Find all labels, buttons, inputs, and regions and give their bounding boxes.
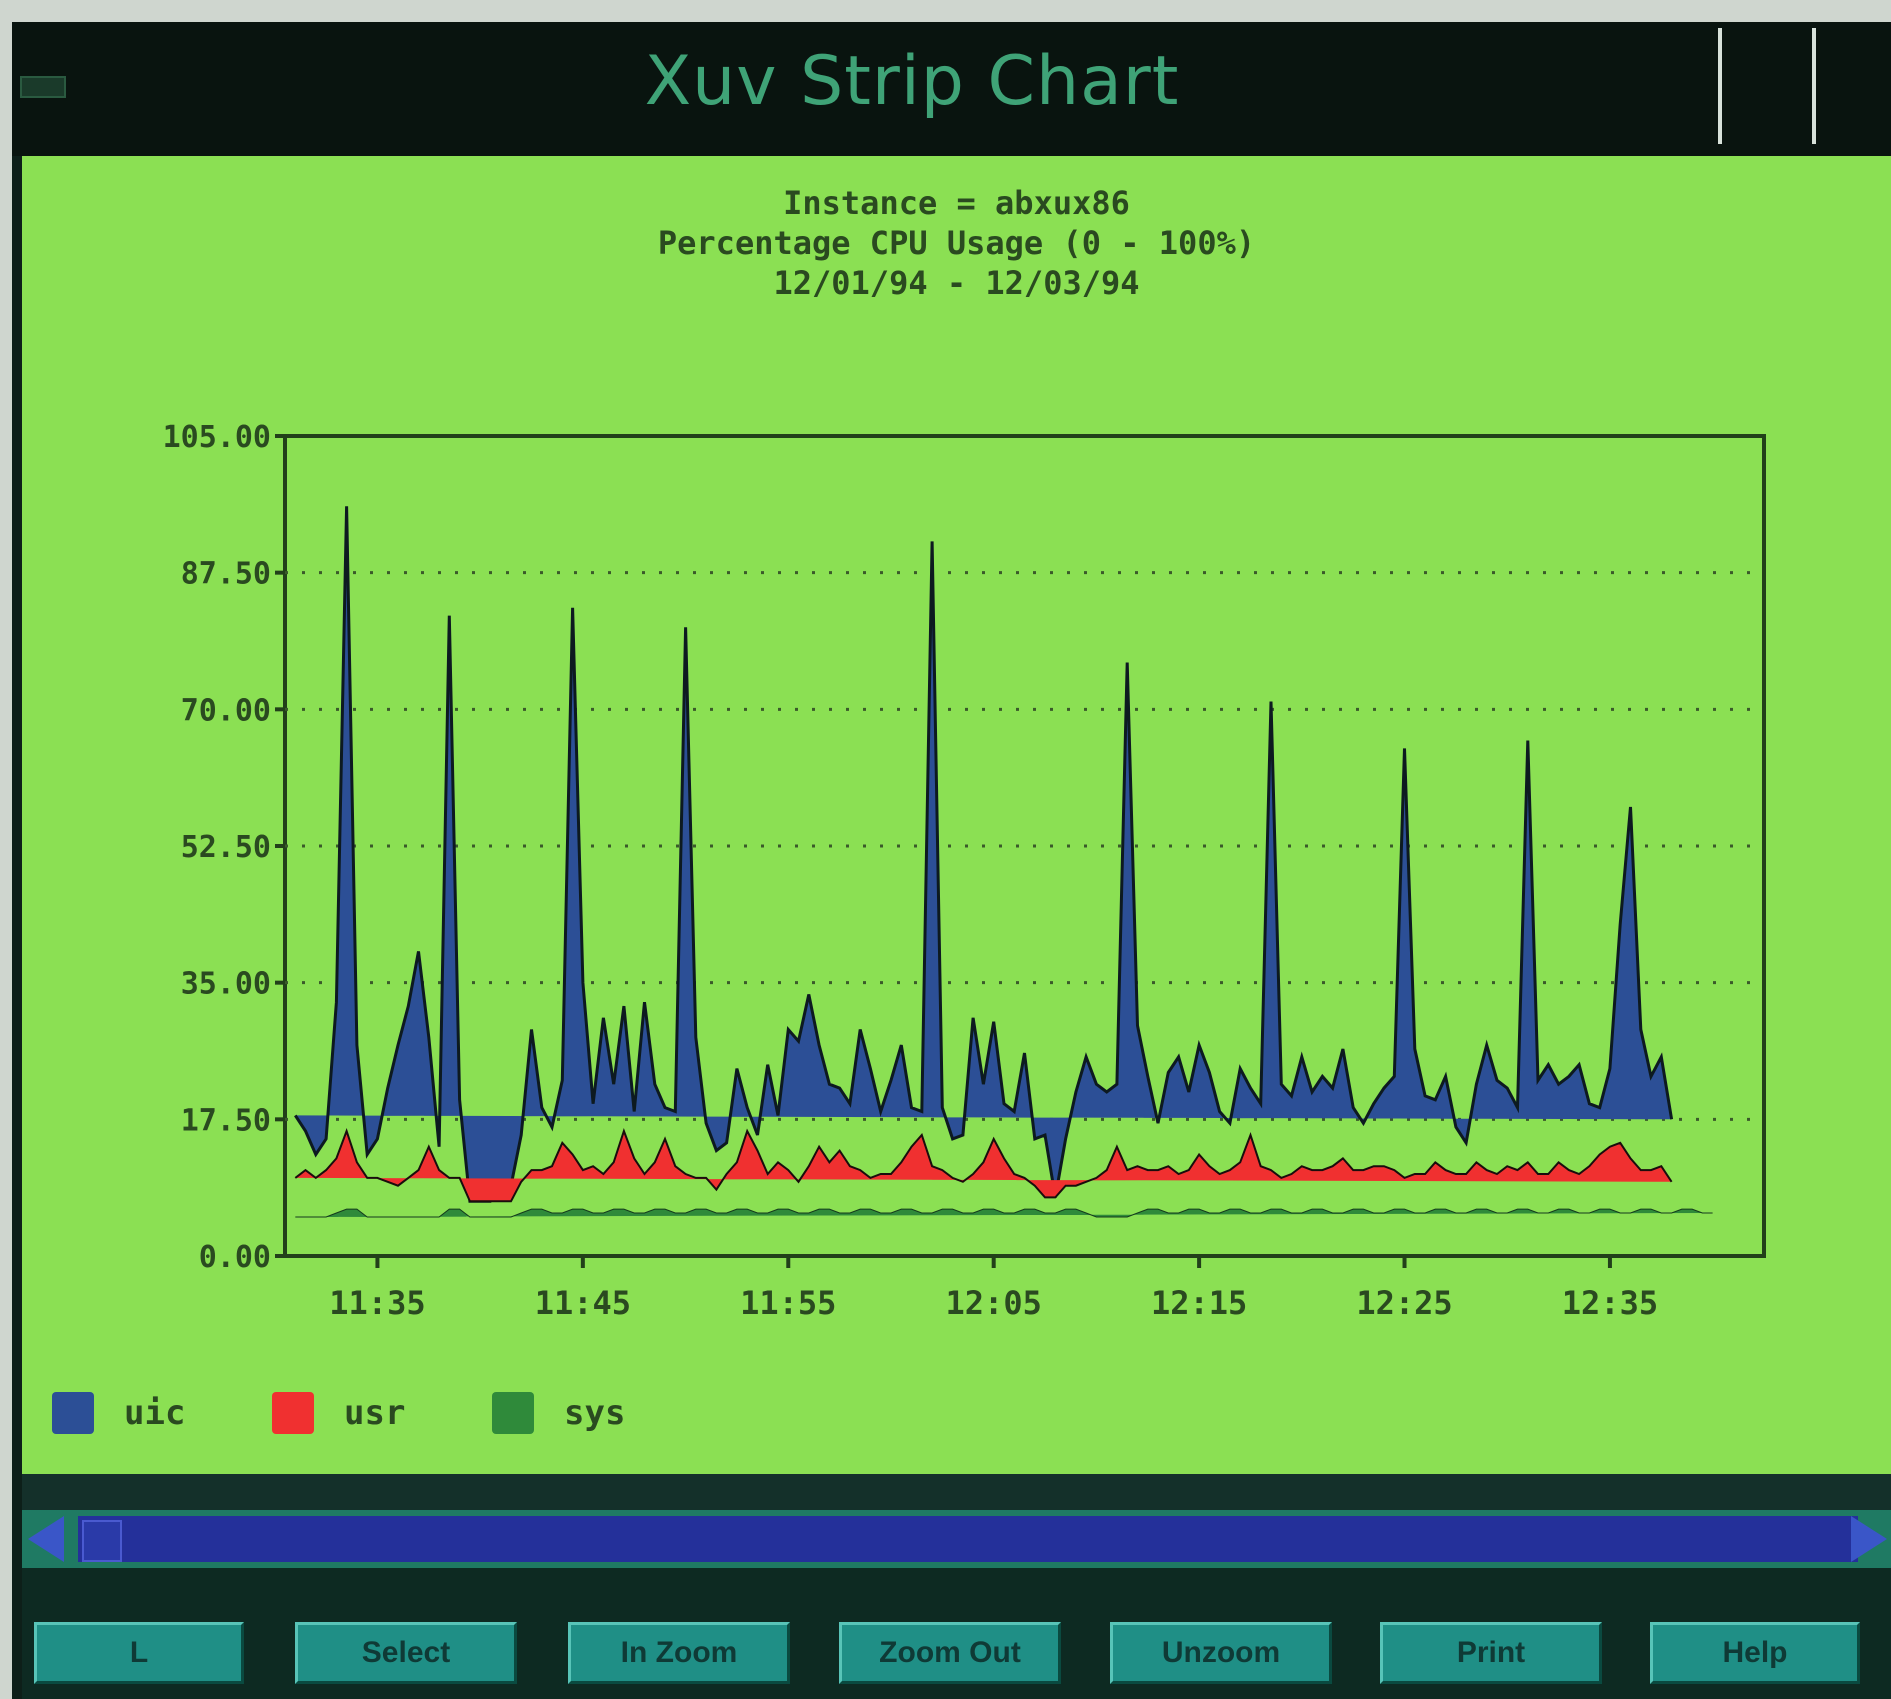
legend-swatch	[272, 1392, 314, 1434]
legend-label: sys	[564, 1393, 626, 1433]
x-tick-label: 12:35	[1562, 1284, 1658, 1322]
button-zoom-out[interactable]: Zoom Out	[839, 1622, 1061, 1684]
minimize-button[interactable]	[1718, 28, 1816, 144]
scroll-right-arrow-icon[interactable]	[1851, 1516, 1887, 1562]
series-sys-area	[295, 1208, 1713, 1218]
button-print[interactable]: Print	[1380, 1622, 1602, 1684]
x-tick-label: 12:25	[1356, 1284, 1452, 1322]
button-l[interactable]: L	[34, 1622, 244, 1684]
horizontal-scrollbar[interactable]	[22, 1510, 1891, 1568]
y-tick-label: 52.50	[181, 830, 271, 865]
chart-header-daterange: 12/01/94 - 12/03/94	[773, 264, 1140, 302]
title-bar[interactable]: Xuv Strip Chart	[12, 22, 1891, 156]
button-bar: L Select In Zoom Zoom Out Unzoom Print Help	[22, 1568, 1891, 1699]
legend-item-usr: usr	[272, 1388, 405, 1438]
chart-header-metric: Percentage CPU Usage (0 - 100%)	[657, 224, 1256, 262]
y-tick-label: 0.00	[199, 1240, 271, 1275]
y-tick-label: 105.00	[163, 420, 271, 455]
y-tick-label: 17.50	[181, 1103, 271, 1138]
legend-swatch	[52, 1392, 94, 1434]
y-tick-label: 87.50	[181, 557, 271, 592]
series-usr-area	[294, 1127, 1673, 1203]
legend-label: usr	[344, 1393, 406, 1433]
x-tick-label: 11:45	[535, 1284, 631, 1322]
x-tick-label: 11:55	[740, 1284, 836, 1322]
scroll-track[interactable]	[78, 1516, 1858, 1562]
legend-item-uic: uic	[52, 1388, 185, 1438]
strip-chart-window: Xuv Strip Chart Instance = abxux86 Perce…	[12, 22, 1891, 1699]
chart-header-instance: Instance = abxux86	[783, 184, 1130, 222]
x-tick-label: 12:15	[1151, 1284, 1247, 1322]
legend-swatch	[492, 1392, 534, 1434]
button-unzoom[interactable]: Unzoom	[1110, 1622, 1332, 1684]
x-tick-label: 12:05	[946, 1284, 1042, 1322]
button-in-zoom[interactable]: In Zoom	[568, 1622, 790, 1684]
window-title: Xuv Strip Chart	[644, 42, 1180, 121]
maximize-button[interactable]	[1820, 28, 1890, 144]
separator-band	[22, 1474, 1891, 1510]
legend-label: uic	[124, 1393, 186, 1433]
y-tick-label: 70.00	[181, 693, 271, 728]
x-tick-label: 11:35	[329, 1284, 425, 1322]
series-uic-area	[294, 506, 1674, 1203]
scroll-left-arrow-icon[interactable]	[28, 1516, 64, 1562]
chart-panel: Instance = abxux86 Percentage CPU Usage …	[22, 156, 1891, 1474]
cpu-usage-chart: 0.00 17.50 35.00 52.50 70.00 87.50 105.00 11:35…	[163, 420, 1766, 1322]
chart-legend: uic usr sys	[52, 1388, 852, 1448]
button-select[interactable]: Select	[295, 1622, 517, 1684]
button-help[interactable]: Help	[1650, 1622, 1860, 1684]
y-tick-label: 35.00	[181, 967, 271, 1002]
scroll-thumb[interactable]	[82, 1520, 122, 1562]
legend-item-sys: sys	[492, 1388, 625, 1438]
window-menu-button[interactable]	[20, 76, 66, 98]
